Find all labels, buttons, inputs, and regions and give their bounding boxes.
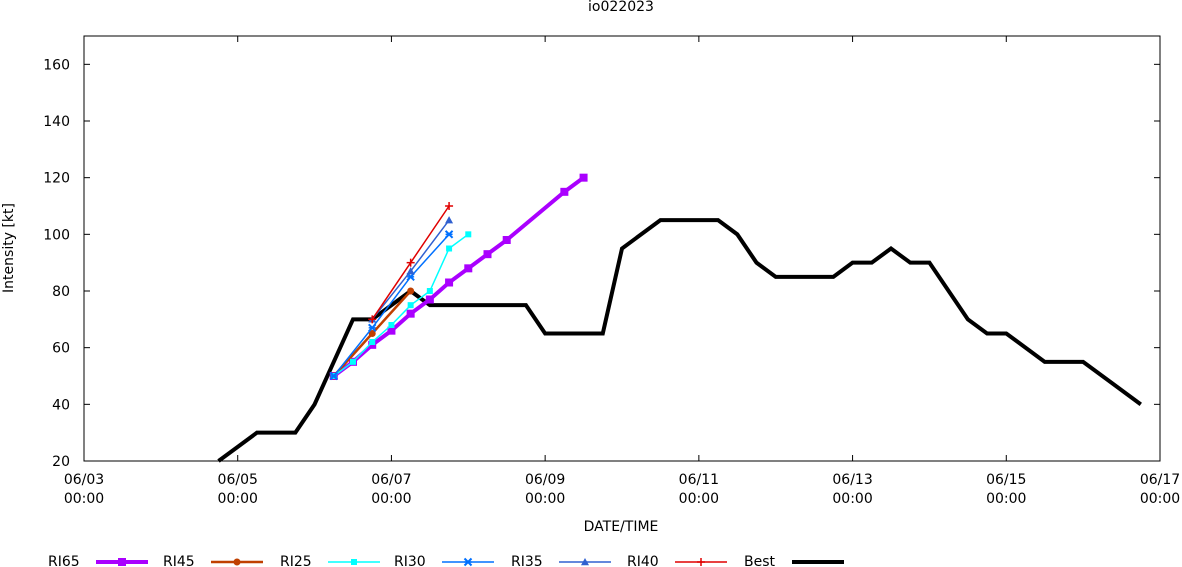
data-point-plus [697, 558, 705, 566]
x-tick-label-date: 06/05 [218, 472, 258, 488]
data-point-square [369, 339, 376, 345]
legend-label: RI65 [48, 554, 80, 567]
x-tick-label-time: 00:00 [986, 491, 1026, 507]
data-point-square [118, 558, 126, 566]
data-point-square [579, 173, 588, 182]
x-tick-label-date: 06/11 [679, 472, 719, 488]
data-point-circle [233, 558, 241, 566]
x-tick-label-date: 06/13 [832, 472, 872, 488]
series-ri65 [329, 173, 588, 380]
series-ri40 [368, 202, 454, 324]
legend-item-ri35: RI35 [511, 554, 611, 567]
data-point-square [425, 295, 434, 304]
x-tick-label-time: 00:00 [832, 491, 872, 507]
y-axis: 20 40 60 80 100 120 140 160 [43, 57, 1160, 470]
y-tick-label: 20 [52, 454, 70, 470]
data-point-star [329, 371, 338, 381]
x-axis: 06/03 00:00 06/05 00:00 06/07 00:00 06/09 00:00… [64, 36, 1180, 507]
data-point-square [560, 187, 569, 196]
series-ri30 [329, 230, 454, 381]
x-axis-label: DATE/TIME [584, 519, 659, 535]
x-tick-label-time: 00:00 [371, 491, 411, 507]
series-line-ri30 [333, 233, 450, 377]
data-point-square [407, 302, 414, 309]
legend-label: RI40 [627, 554, 659, 567]
data-point-triangle [581, 558, 589, 566]
x-tick-label-date: 06/09 [525, 472, 565, 488]
data-point-square [406, 309, 415, 318]
data-point-square [446, 245, 453, 252]
y-tick-label: 40 [52, 397, 70, 413]
series-line-best [217, 218, 1142, 463]
data-point-plus [368, 315, 377, 324]
data-point-circle [407, 287, 415, 295]
series-best [217, 218, 1142, 463]
data-point-square [388, 322, 395, 328]
x-tick-label-time: 00:00 [679, 491, 719, 507]
legend-label: Best [744, 554, 776, 567]
y-tick-label: 80 [52, 284, 70, 300]
plot-area-frame [83, 35, 1161, 462]
x-tick-label-date: 06/03 [64, 472, 104, 488]
data-point-square [483, 250, 492, 259]
y-tick-label: 120 [43, 171, 70, 187]
x-tick-label-time: 00:00 [525, 491, 565, 507]
data-point-star [368, 323, 377, 333]
x-tick-label-time: 00:00 [64, 491, 104, 507]
data-point-square [350, 358, 356, 365]
legend-item-ri25: RI25 [280, 554, 380, 567]
data-point-triangle [406, 267, 415, 275]
legend-item-ri65: RI65 [48, 554, 148, 567]
data-point-square [445, 278, 454, 287]
legend: RI65 RI45 RI25 RI30 RI35 RI40 Best [48, 554, 844, 567]
data-point-star [463, 557, 473, 567]
data-point-square [502, 236, 511, 244]
y-tick-label: 60 [52, 341, 70, 357]
legend-item-ri30: RI30 [394, 554, 494, 567]
legend-item-best: Best [744, 554, 844, 567]
x-tick-label-date: 06/15 [986, 472, 1026, 488]
y-axis-label: Intensity [kt] [1, 203, 17, 293]
data-point-square [465, 231, 472, 238]
y-tick-label: 160 [43, 57, 70, 73]
y-tick-label: 100 [43, 227, 70, 243]
data-point-star [444, 230, 454, 239]
x-tick-label-date: 06/07 [371, 472, 411, 488]
series-line-ri25 [333, 233, 469, 377]
series-layer [217, 173, 1142, 463]
data-point-circle [368, 330, 376, 337]
data-point-square [464, 264, 473, 273]
legend-item-ri45: RI45 [163, 554, 263, 567]
legend-label: RI45 [163, 554, 195, 567]
data-point-square [351, 559, 357, 565]
y-tick-label: 140 [43, 114, 70, 130]
chart-title: io022023 [588, 0, 654, 15]
x-tick-label-time: 00:00 [1140, 491, 1180, 507]
legend-label: RI35 [511, 554, 543, 567]
data-point-square [426, 288, 433, 294]
legend-item-ri40: RI40 [627, 554, 727, 567]
x-tick-label-time: 00:00 [218, 491, 258, 507]
x-tick-label-date: 06/17 [1140, 472, 1180, 488]
legend-label: RI25 [280, 554, 312, 567]
data-point-plus [445, 202, 454, 210]
data-point-triangle [445, 216, 454, 224]
legend-label: RI30 [394, 554, 426, 567]
data-point-plus [406, 258, 415, 267]
data-point-square [387, 326, 396, 335]
